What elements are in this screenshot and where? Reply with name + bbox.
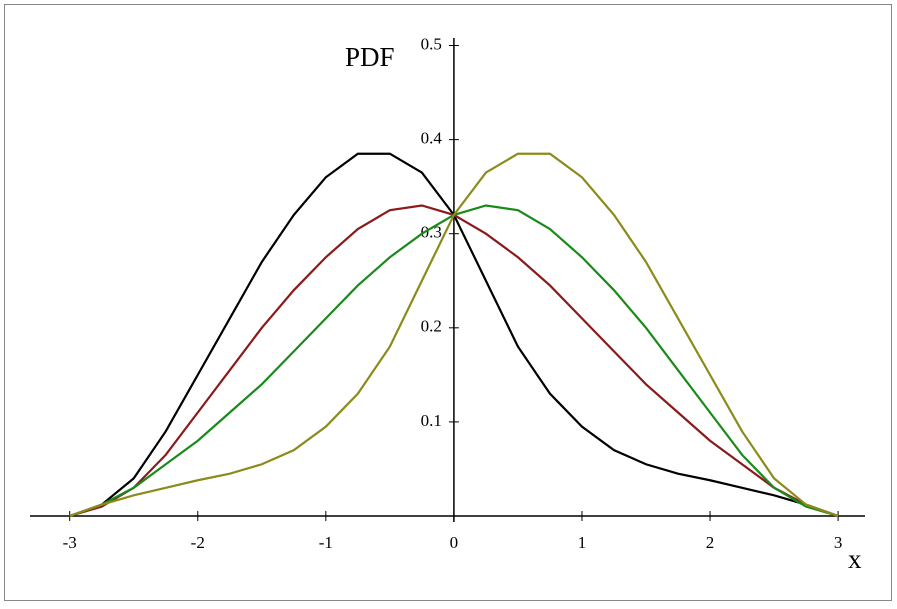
frame: [4, 4, 892, 601]
x-axis-label: x: [848, 544, 862, 574]
y-tick-label: 0.2: [421, 317, 442, 336]
x-tick-label: 1: [578, 533, 587, 552]
y-axis-label: PDF: [345, 42, 395, 72]
x-tick-label: 3: [834, 533, 843, 552]
y-tick-label: 0.4: [421, 129, 443, 148]
x-tick-label: -3: [63, 533, 77, 552]
x-tick-label: 0: [450, 533, 459, 552]
x-tick-label: 2: [706, 533, 715, 552]
y-tick-label: 0.5: [421, 34, 442, 53]
y-tick-label: 0.1: [421, 411, 442, 430]
x-tick-label: -1: [319, 533, 333, 552]
x-tick-label: -2: [191, 533, 205, 552]
pdf-curve: [69, 152, 839, 518]
y-tick-label: 0.3: [421, 223, 442, 242]
